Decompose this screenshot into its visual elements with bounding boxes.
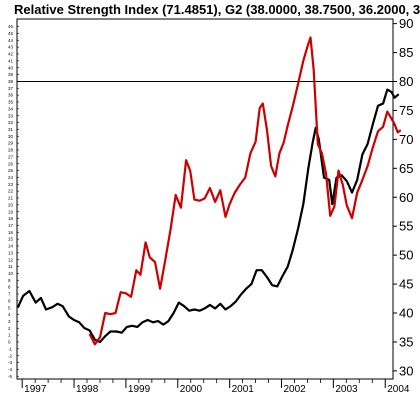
left-axis-tick-label: 41 [8,58,14,63]
right-axis-tick-label: 30 [399,363,413,378]
left-axis-tick-label: 9 [8,278,11,283]
left-axis-tick-label: 20 [8,202,14,207]
left-axis-tick-label: 44 [8,38,14,43]
left-axis-tick-label: 5 [8,305,11,310]
left-axis-tick-label: 29 [8,141,14,146]
left-axis-tick-label: 12 [8,257,14,262]
left-axis-tick-label: 2 [8,326,11,331]
right-axis-tick-label: 35 [399,334,413,349]
x-axis-tick-label: 1998 [76,384,99,395]
left-axis-tick-label: 24 [8,175,14,180]
x-axis-tick-label: 2001 [232,384,255,395]
left-axis-tick-label: 35 [8,100,14,105]
left-axis-tick-label: 33 [8,113,14,118]
right-axis-tick-label: 80 [399,74,413,89]
left-axis-tick-label: 34 [8,106,14,111]
left-axis-tick-label: 1 [8,333,11,338]
left-axis-tick-label: 27 [8,154,14,159]
x-axis-tick-label: 1999 [128,384,151,395]
left-axis-tick-label: 30 [8,134,14,139]
left-axis-tick-label: -2 [8,353,12,358]
x-axis-tick-label: 2003 [335,384,358,395]
right-axis-tick-label: 85 [399,45,413,60]
left-axis-tick-label: 45 [8,31,14,36]
left-axis-tick-label: 23 [8,182,14,187]
right-axis-tick-label: 60 [399,190,413,205]
x-axis-tick-label: 2000 [180,384,203,395]
left-axis-tick-label: 0 [8,340,11,345]
left-axis-tick-label: 14 [8,244,14,249]
series-line-red [88,36,402,346]
left-axis-tick-label: 3 [8,319,11,324]
right-axis-tick-label: 40 [399,306,413,321]
left-axis-tick-label: 22 [8,189,14,194]
left-axis-tick-label: 4 [8,312,11,317]
left-axis-tick-label: 8 [8,285,11,290]
left-axis-tick-label: 40 [8,65,14,70]
left-axis-tick-label: 19 [8,209,14,214]
right-axis-tick-label: 75 [399,103,413,118]
left-axis-tick-label: 7 [8,292,11,297]
left-axis-tick-label: 38 [8,79,14,84]
left-axis-tick-label: 37 [8,86,14,91]
left-axis-tick-label: 25 [8,168,14,173]
left-axis-tick-label: 39 [8,72,14,77]
left-axis-tick-label: -1 [8,346,12,351]
left-axis-tick-label: 16 [8,230,14,235]
right-axis-tick-label: 55 [399,219,413,234]
left-axis-tick-label: 15 [8,237,14,242]
left-axis-tick-label: 26 [8,161,14,166]
right-axis-tick-label: 70 [399,132,413,147]
left-axis-tick-label: 28 [8,148,14,153]
left-axis-tick-label: 18 [8,216,14,221]
left-axis-tick-label: 11 [8,264,13,269]
right-axis-tick-label: 50 [399,248,413,263]
series-line-black [16,88,400,344]
x-axis-tick-label: 1997 [24,384,47,395]
left-axis-tick-label: 10 [8,271,14,276]
left-axis-tick-label: 17 [8,223,14,228]
left-axis-tick-label: 31 [8,127,14,132]
left-axis-tick-label: 32 [8,120,14,125]
x-axis-tick-label: 2004 [387,384,410,395]
left-axis-tick-label: 43 [8,45,14,50]
left-axis-tick-label: -4 [8,367,12,372]
left-axis-tick-label: 36 [8,93,14,98]
x-axis-tick-label: 2002 [283,384,306,395]
plot-frame [16,18,394,380]
left-axis-tick-label: -3 [8,360,12,365]
right-axis-tick-label: 45 [399,277,413,292]
left-axis-tick-label: 42 [8,52,14,57]
left-axis-tick-label: -5 [8,374,12,379]
right-axis-tick-label: 90 [399,16,413,31]
chart-title: Relative Strength Index (71.4851), G2 (3… [14,2,420,17]
left-axis-tick-label: 21 [8,196,14,201]
left-axis-tick-label: 13 [8,250,14,255]
left-axis-tick-label: 46 [8,24,14,29]
right-axis-tick-label: 65 [399,161,413,176]
left-axis-tick-label: 6 [8,298,11,303]
